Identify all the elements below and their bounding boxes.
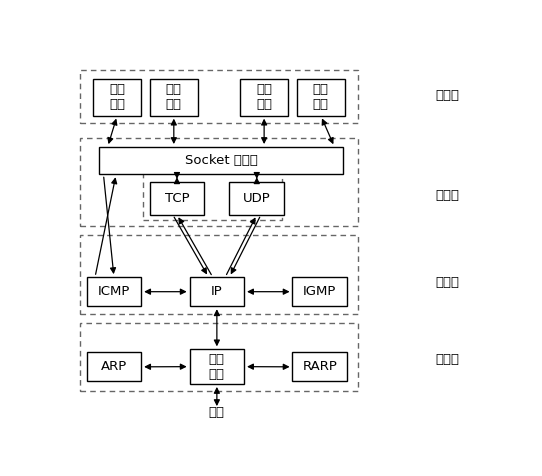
Bar <box>190 277 244 307</box>
Bar <box>296 79 345 116</box>
Text: 硬件
接口: 硬件 接口 <box>209 353 225 381</box>
Bar <box>293 352 347 381</box>
Bar <box>80 323 358 391</box>
Text: 链路层: 链路层 <box>435 353 459 366</box>
Bar <box>293 277 347 307</box>
Bar <box>190 349 244 384</box>
Text: ARP: ARP <box>101 360 127 373</box>
Text: ICMP: ICMP <box>98 285 130 298</box>
Text: UDP: UDP <box>243 192 270 205</box>
Text: TCP: TCP <box>165 192 189 205</box>
Bar <box>240 79 288 116</box>
Text: IP: IP <box>211 285 223 298</box>
Bar <box>229 182 284 215</box>
Bar <box>93 79 141 116</box>
Bar <box>80 138 358 226</box>
Text: IGMP: IGMP <box>303 285 337 298</box>
Text: 运输层: 运输层 <box>435 189 459 202</box>
Text: 用户
进程: 用户 进程 <box>109 83 125 111</box>
Text: 应用层: 应用层 <box>435 89 459 102</box>
Text: 网络层: 网络层 <box>435 276 459 289</box>
Bar <box>87 352 141 381</box>
Bar <box>80 235 358 314</box>
Text: RARP: RARP <box>302 360 337 373</box>
Text: Socket 抽象层: Socket 抽象层 <box>185 154 257 167</box>
Bar <box>99 147 343 174</box>
Bar <box>143 165 282 220</box>
Bar <box>150 182 204 215</box>
Text: 用户
进程: 用户 进程 <box>256 83 272 111</box>
Bar <box>87 277 141 307</box>
Bar <box>150 79 198 116</box>
Text: 用户
进程: 用户 进程 <box>313 83 329 111</box>
Bar <box>80 70 358 123</box>
Text: 用户
进程: 用户 进程 <box>166 83 182 111</box>
Text: 媒体: 媒体 <box>209 406 225 419</box>
